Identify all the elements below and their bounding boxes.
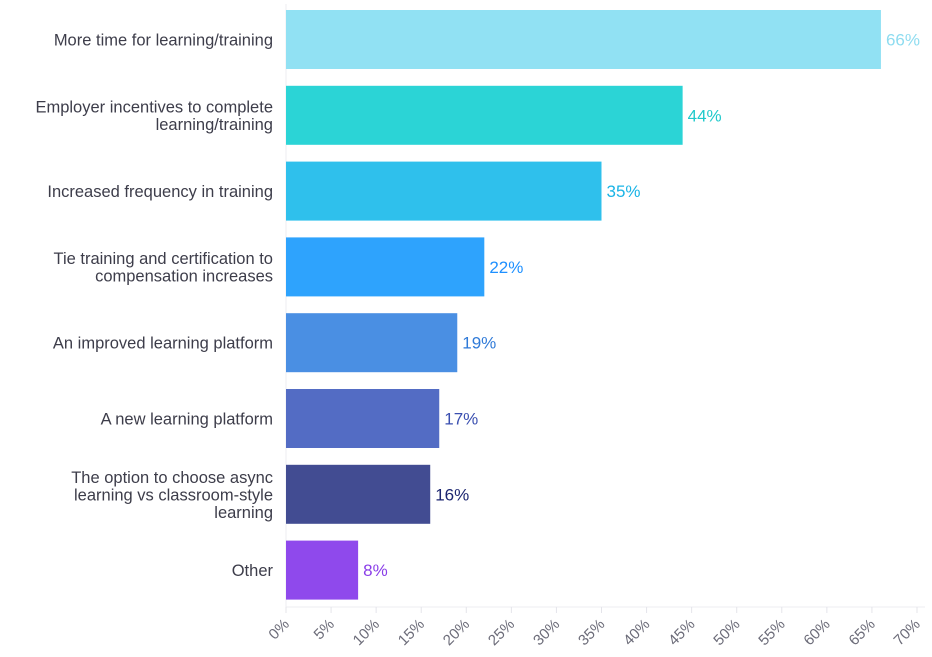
data-label: 17%: [444, 410, 478, 429]
data-label: 66%: [886, 31, 920, 50]
bar: [286, 464, 431, 524]
bar: [286, 389, 440, 448]
x-tick-label: 70%: [891, 616, 924, 649]
data-label: 44%: [688, 106, 722, 125]
bar: [286, 10, 881, 69]
category-label: Tie training and certification to: [53, 250, 273, 268]
category-label: More time for learning/training: [54, 32, 273, 50]
bar: [286, 313, 458, 373]
category-label: learning: [214, 504, 273, 522]
x-tick-label: 30%: [530, 616, 563, 649]
category-label: learning vs classroom-style: [74, 486, 273, 504]
category-label: An improved learning platform: [53, 335, 273, 353]
data-label: 19%: [462, 334, 496, 353]
data-label: 22%: [489, 258, 523, 277]
data-label: 35%: [607, 182, 641, 201]
x-tick-label: 35%: [575, 616, 608, 649]
data-label: 16%: [435, 485, 469, 504]
x-tick-label: 0%: [265, 616, 292, 643]
data-label: 8%: [363, 561, 388, 580]
bar: [286, 540, 359, 600]
x-tick-label: 60%: [800, 616, 833, 649]
bar: [286, 237, 485, 297]
category-label: Other: [232, 562, 274, 580]
x-tick-label: 15%: [395, 616, 428, 649]
x-tick-label: 5%: [311, 616, 338, 643]
category-label: The option to choose async: [71, 469, 273, 487]
x-tick-label: 10%: [350, 616, 383, 649]
bar: [286, 85, 683, 145]
category-label: Employer incentives to complete: [35, 99, 273, 117]
category-label: A new learning platform: [101, 411, 273, 429]
x-tick-label: 25%: [485, 616, 518, 649]
category-label: Increased frequency in training: [47, 183, 273, 201]
x-tick-label: 55%: [755, 616, 788, 649]
x-tick-label: 20%: [440, 616, 473, 649]
category-label: learning/training: [156, 116, 273, 134]
x-tick-label: 40%: [620, 616, 653, 649]
x-tick-label: 65%: [846, 616, 879, 649]
x-tick-label: 50%: [710, 616, 743, 649]
x-tick-label: 45%: [665, 616, 698, 649]
bar: [286, 161, 602, 221]
category-label: compensation increases: [95, 268, 273, 286]
